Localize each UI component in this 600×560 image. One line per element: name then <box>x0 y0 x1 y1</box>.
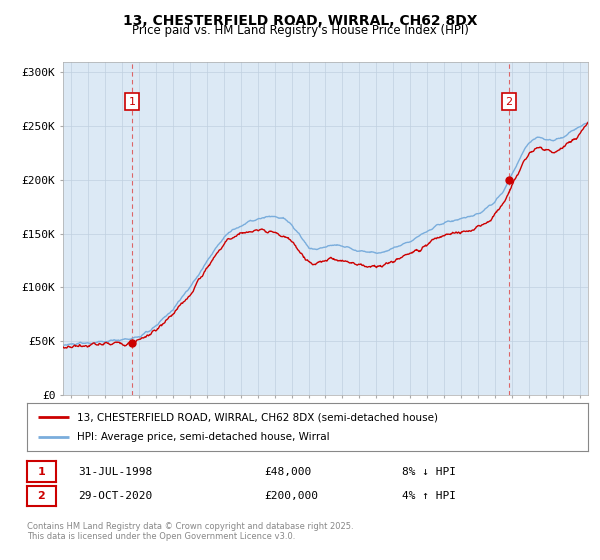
Text: 4% ↑ HPI: 4% ↑ HPI <box>402 491 456 501</box>
Text: 13, CHESTERFIELD ROAD, WIRRAL, CH62 8DX (semi-detached house): 13, CHESTERFIELD ROAD, WIRRAL, CH62 8DX … <box>77 413 439 422</box>
Text: 2: 2 <box>505 96 512 106</box>
Text: 2: 2 <box>38 491 45 501</box>
Text: £48,000: £48,000 <box>264 466 311 477</box>
Text: 29-OCT-2020: 29-OCT-2020 <box>78 491 152 501</box>
Text: 1: 1 <box>38 466 45 477</box>
Text: 8% ↓ HPI: 8% ↓ HPI <box>402 466 456 477</box>
Text: 31-JUL-1998: 31-JUL-1998 <box>78 466 152 477</box>
Text: £200,000: £200,000 <box>264 491 318 501</box>
Text: Price paid vs. HM Land Registry's House Price Index (HPI): Price paid vs. HM Land Registry's House … <box>131 24 469 36</box>
Text: 13, CHESTERFIELD ROAD, WIRRAL, CH62 8DX: 13, CHESTERFIELD ROAD, WIRRAL, CH62 8DX <box>123 14 477 28</box>
Text: HPI: Average price, semi-detached house, Wirral: HPI: Average price, semi-detached house,… <box>77 432 330 442</box>
Text: Contains HM Land Registry data © Crown copyright and database right 2025.
This d: Contains HM Land Registry data © Crown c… <box>27 522 353 542</box>
Text: 1: 1 <box>128 96 136 106</box>
